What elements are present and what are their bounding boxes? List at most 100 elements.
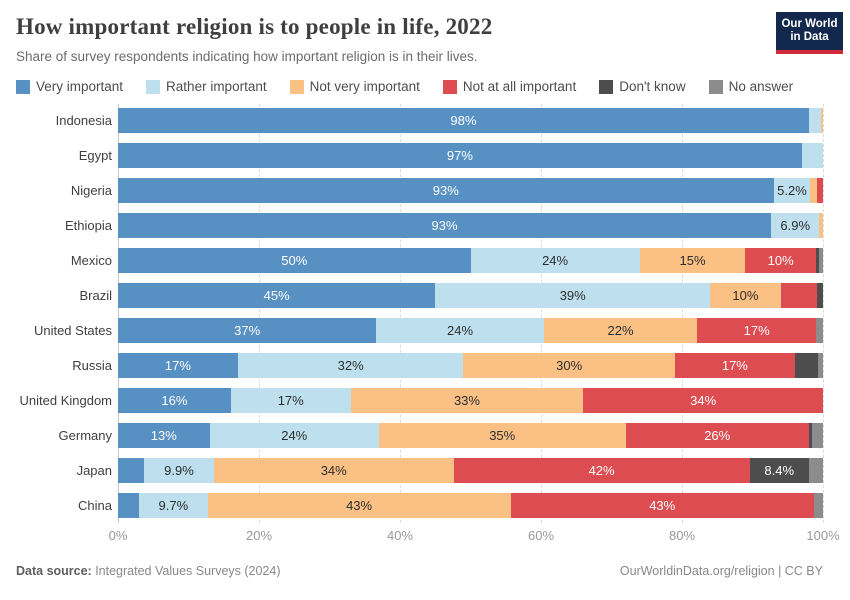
bar-segment[interactable]	[815, 248, 820, 273]
bar-segment[interactable]	[813, 493, 823, 518]
legend-item[interactable]: Not at all important	[442, 79, 577, 94]
bar-segment[interactable]	[808, 423, 813, 448]
legend-swatch	[289, 79, 304, 94]
bar-value-label: 17%	[743, 323, 770, 338]
bar-value-label: 6.9%	[780, 218, 811, 233]
country-label: Germany	[58, 428, 112, 443]
bar-value-label: 17%	[277, 393, 304, 408]
bar-segment[interactable]	[808, 458, 823, 483]
bar-segment[interactable]	[794, 353, 819, 378]
bar-segment[interactable]: 8.4%	[749, 458, 809, 483]
bar-segment[interactable]: 39%	[435, 283, 711, 308]
bars-area: 98% 97% 93% 5.2% 93% 6.9% 50% 24% 15% 10% 45% 39% 10…	[118, 104, 824, 523]
credit-link[interactable]: OurWorldinData.org/religion | CC BY	[619, 564, 823, 578]
bar-segment[interactable]	[812, 423, 823, 448]
bar-value-label: 37%	[234, 323, 261, 338]
bar-value-label: 24%	[447, 323, 474, 338]
bar-segment[interactable]: 50%	[118, 248, 471, 273]
bar-segment[interactable]: 43%	[510, 493, 814, 518]
bar-row: 98%	[118, 108, 823, 133]
bar-segment[interactable]: 16%	[118, 388, 231, 413]
owid-logo[interactable]: Our World in Data	[776, 12, 843, 54]
bar-value-label: 32%	[337, 358, 364, 373]
bar-segment[interactable]: 17%	[674, 353, 795, 378]
bar-segment[interactable]: 10%	[710, 283, 781, 308]
bar-value-label: 45%	[263, 288, 290, 303]
bar-value-label: 9.9%	[164, 463, 194, 478]
legend-label: Not at all important	[462, 79, 577, 94]
bar-value-label: 26%	[704, 428, 731, 443]
bar-segment[interactable]: 98%	[118, 108, 809, 133]
bar-segment[interactable]	[780, 283, 818, 308]
bar-value-label: 24%	[542, 253, 569, 268]
bar-segment[interactable]	[820, 108, 823, 133]
bar-segment[interactable]: 43%	[207, 493, 511, 518]
bar-segment[interactable]: 34%	[213, 458, 454, 483]
bar-segment[interactable]: 24%	[376, 318, 544, 343]
legend-swatch	[599, 79, 614, 94]
stacked-bar-chart: Indonesia Egypt Nigeria Ethiopia Mexico Brazi…	[16, 104, 824, 523]
bar-row: 9.7% 43% 43%	[118, 493, 823, 518]
bar-value-label: 24%	[281, 428, 308, 443]
bar-segment[interactable]: 10%	[745, 248, 816, 273]
bar-segment[interactable]: 32%	[237, 353, 464, 378]
bar-segment[interactable]: 15%	[639, 248, 746, 273]
bar-value-label: 42%	[588, 463, 615, 478]
bar-segment[interactable]: 22%	[543, 318, 698, 343]
bar-segment[interactable]	[801, 143, 823, 168]
bar-segment[interactable]: 5.2%	[773, 178, 811, 203]
bar-segment[interactable]: 93%	[118, 213, 772, 238]
legend-label: Not very important	[309, 79, 420, 94]
bar-segment[interactable]: 42%	[453, 458, 750, 483]
bar-row: 16% 17% 33% 34%	[118, 388, 823, 413]
bar-value-label: 22%	[607, 323, 634, 338]
data-source: Data source: Integrated Values Surveys (…	[16, 564, 281, 578]
legend-item[interactable]: Very important	[16, 79, 123, 94]
legend-label: Rather important	[166, 79, 267, 94]
bar-segment[interactable]: 45%	[118, 283, 436, 308]
gridline	[823, 104, 824, 523]
bar-segment[interactable]: 97%	[118, 143, 802, 168]
bar-segment[interactable]: 33%	[350, 388, 584, 413]
legend-item[interactable]: Rather important	[146, 79, 267, 94]
bar-segment[interactable]	[118, 493, 140, 518]
bar-value-label: 33%	[453, 393, 480, 408]
bar-value-label: 16%	[161, 393, 188, 408]
bar-segment[interactable]: 17%	[697, 318, 816, 343]
bar-segment[interactable]: 34%	[583, 388, 823, 413]
bar-segment[interactable]	[810, 178, 817, 203]
bar-segment[interactable]: 17%	[230, 388, 351, 413]
bar-segment[interactable]: 26%	[625, 423, 809, 448]
country-label: Ethiopia	[65, 218, 112, 233]
bar-segment[interactable]	[118, 458, 145, 483]
bar-segment[interactable]	[808, 108, 821, 133]
bar-segment[interactable]: 9.7%	[139, 493, 208, 518]
bar-segment[interactable]	[817, 283, 823, 308]
bar-segment[interactable]: 24%	[209, 423, 379, 448]
bar-segment[interactable]: 17%	[118, 353, 238, 378]
legend-swatch	[708, 79, 723, 94]
bar-segment[interactable]	[818, 353, 823, 378]
legend-item[interactable]: No answer	[708, 79, 794, 94]
bar-segment[interactable]: 93%	[118, 178, 774, 203]
bar-segment[interactable]	[819, 248, 823, 273]
bar-value-label: 50%	[281, 253, 308, 268]
legend-label: No answer	[728, 79, 794, 94]
bar-segment[interactable]: 37%	[118, 318, 377, 343]
x-axis-tick: 20%	[245, 528, 273, 543]
bar-segment[interactable]: 9.9%	[144, 458, 214, 483]
bar-segment[interactable]	[816, 178, 823, 203]
chart-subtitle: Share of survey respondents indicating h…	[16, 49, 478, 64]
legend-item[interactable]: Not very important	[289, 79, 420, 94]
owid-logo-line2: in Data	[790, 31, 829, 43]
bar-segment[interactable]: 24%	[470, 248, 640, 273]
bar-segment[interactable]: 6.9%	[771, 213, 820, 238]
bar-segment[interactable]: 30%	[463, 353, 675, 378]
bar-segment[interactable]	[819, 213, 823, 238]
country-label: Egypt	[78, 148, 112, 163]
bar-value-label: 34%	[320, 463, 347, 478]
bar-segment[interactable]: 13%	[118, 423, 210, 448]
bar-segment[interactable]	[816, 318, 823, 343]
legend-item[interactable]: Don't know	[599, 79, 686, 94]
bar-segment[interactable]: 35%	[378, 423, 626, 448]
